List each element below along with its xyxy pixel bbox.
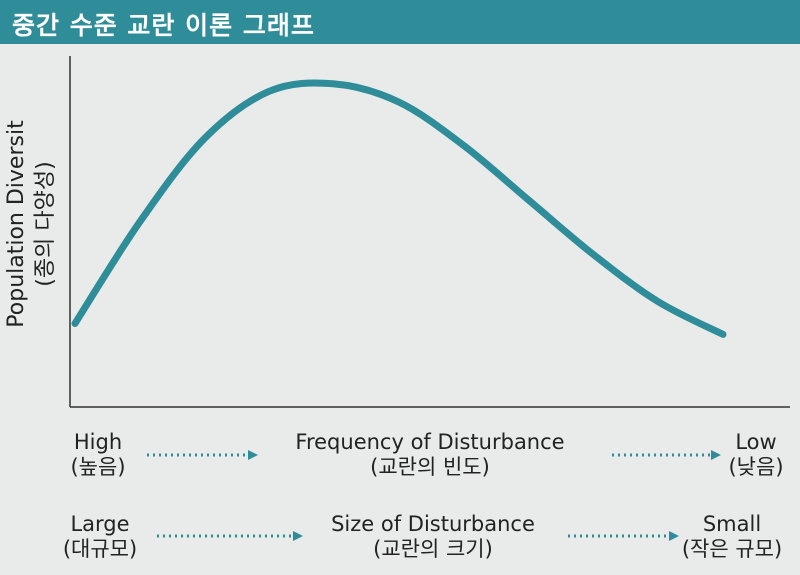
- scale-2-right-label: Small: [702, 512, 762, 536]
- chart-plot-area: [69, 56, 790, 541]
- arrow-group: [147, 450, 721, 541]
- scale-2-left-label: Large: [70, 512, 130, 536]
- scale-1-center: Frequency of Disturbance (교란의 빈도): [255, 430, 605, 480]
- scale-1-right-sub: (낮음): [728, 455, 784, 479]
- scale-1-sub: (교란의 빈도): [370, 455, 490, 479]
- scale-2-sub: (교란의 크기): [373, 537, 493, 561]
- chart-title: 중간 수준 교란 이론 그래프: [12, 11, 315, 40]
- scale-1-left-label: High: [73, 430, 123, 454]
- y-axis-label-main: Population Diversit: [4, 120, 29, 328]
- scale-1-right: Low (낮음): [716, 430, 796, 480]
- scale-2-label: Size of Disturbance: [331, 512, 535, 536]
- y-axis-label: Population Diversit (종의 다양성): [2, 44, 72, 404]
- scale-2-right: Small (작은 규모): [668, 512, 796, 562]
- scale-1-left: High (높음): [48, 430, 148, 480]
- scale-1-label: Frequency of Disturbance: [295, 430, 565, 454]
- scale-1-left-sub: (높음): [70, 455, 126, 479]
- series-line-0: [71, 79, 727, 338]
- title-bar: 중간 수준 교란 이론 그래프: [0, 0, 800, 44]
- scale-2-left: Large (대규모): [40, 512, 160, 562]
- series-group: [71, 79, 727, 338]
- y-axis-label-sub: (종의 다양성): [33, 161, 58, 287]
- scale-1-right-label: Low: [735, 430, 777, 454]
- scale-2-right-sub: (작은 규모): [681, 537, 783, 561]
- scale-2-left-sub: (대규모): [62, 537, 138, 561]
- scale-2-center: Size of Disturbance (교란의 크기): [283, 512, 583, 562]
